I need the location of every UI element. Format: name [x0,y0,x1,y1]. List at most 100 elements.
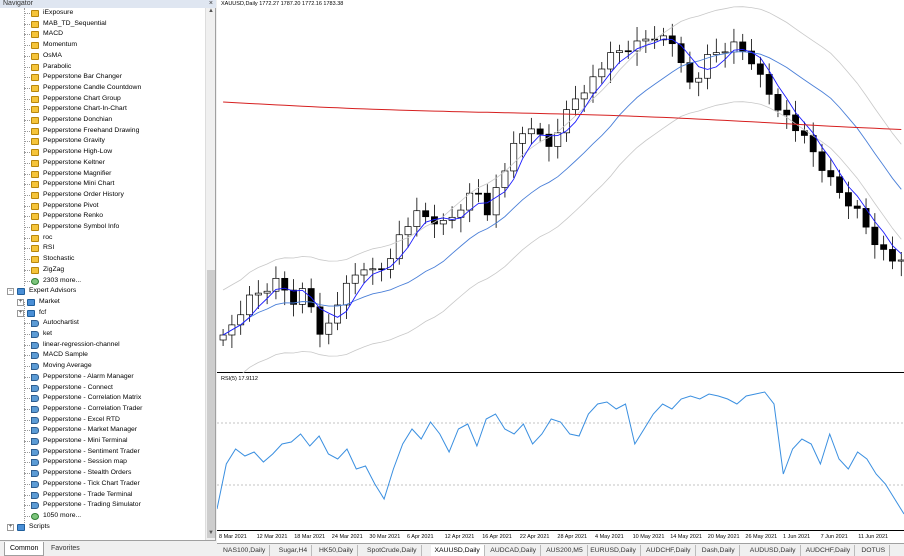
navigator-item[interactable]: Pepperstone Magnifier [0,169,205,180]
symbol-tab[interactable]: AUS200,M5 [542,545,588,556]
tree-guide-line [24,141,30,143]
indicator-icon [31,127,39,135]
symbol-tab[interactable]: SpotCrude,Daily [363,545,422,556]
navigator-item[interactable]: Pepperstone Bar Changer [0,72,205,83]
symbol-tab[interactable]: Dash,Daily [698,545,740,556]
navigator-item[interactable]: Pepperstone Symbol Info [0,222,205,233]
navigator-item[interactable]: Pepperstone Mini Chart [0,179,205,190]
symbol-tab[interactable]: AUDCHF,Daily [642,545,696,556]
navigator-item[interactable]: Pepperstone Keltner [0,158,205,169]
scrollbar-thumb[interactable] [207,270,215,538]
navigator-scrollbar[interactable]: ▲ ▼ [205,8,215,540]
navigator-item[interactable]: Pepperstone Freehand Drawing [0,126,205,137]
symbol-tab[interactable]: XAUUSD,Daily [430,545,485,556]
navigator-item[interactable]: MACD Sample [0,350,205,361]
symbol-tab[interactable]: DOTUS [857,545,891,556]
candle-body [871,226,879,246]
navigator-item[interactable]: Pepperstone - Mini Terminal [0,436,205,447]
folder-icon [27,298,35,306]
navigator-item[interactable]: Pepperstone - Alarm Manager [0,372,205,383]
expand-icon[interactable]: + [17,309,24,317]
price-chart-canvas[interactable] [217,0,904,386]
navigator-item[interactable]: 1050 more... [0,511,205,522]
candle-body [686,62,694,83]
navigator-item[interactable]: OsMA [0,51,205,62]
symbol-tab[interactable]: NAS100,Daily [219,545,271,556]
indicator-icon [31,31,39,39]
navigator-item[interactable]: Pepperstone - Excel RTD [0,415,205,426]
tree-guide-line [24,462,30,464]
navigator-item[interactable]: Pepperstone - Tick Chart Trader [0,479,205,490]
close-icon[interactable]: × [208,0,213,7]
navigator-item[interactable]: Pepperstone Chart Group [0,94,205,105]
navigator-item[interactable]: Pepperstone - Stealth Orders [0,468,205,479]
navigator-item[interactable]: Pepperstone - Session map [0,457,205,468]
folder-icon [17,288,25,296]
candle-body [545,133,553,147]
symbol-tab[interactable]: Sugar,H4 [275,545,313,556]
date-tick-label: 24 Mar 2021 [331,534,363,540]
navigator-item[interactable]: roc [0,233,205,244]
tab-common[interactable]: Common [4,542,45,556]
symbol-tab[interactable]: HK50,Daily [315,545,358,556]
tab-favorites[interactable]: Favorites [51,545,80,552]
navigator-item[interactable]: Parabolic [0,62,205,73]
expert-icon [31,405,39,413]
tree-guide-line [24,355,30,357]
navigator-item[interactable]: Stochastic [0,254,205,265]
navigator-item[interactable]: + fcf [0,308,205,319]
date-tick-label: 22 Apr 2021 [519,534,550,540]
indicator-icon [31,84,39,92]
navigator-item[interactable]: Pepperstone - Sentiment Trader [0,447,205,458]
candle-body [827,170,835,178]
navigator-item[interactable]: Pepperstone Order History [0,190,205,201]
navigator-item[interactable]: Pepperstone Renko [0,211,205,222]
navigator-item[interactable]: linear-regression-channel [0,340,205,351]
rsi-chart-canvas[interactable] [216,374,904,530]
navigator-item[interactable]: Pepperstone - Market Manager [0,425,205,436]
navigator-item[interactable]: ZigZag [0,265,205,276]
navigator-item-label: Pepperstone Symbol Info [43,223,120,230]
expand-icon[interactable]: + [7,523,14,531]
navigator-item[interactable]: − Expert Advisors [0,286,205,297]
rsi-indicator-panel[interactable]: RSI(5) 17.9112 [216,374,904,530]
expert-icon [31,416,39,424]
symbol-tab[interactable]: AUDCAD,Daily [486,545,541,556]
expert-icon [31,470,39,478]
chart-window[interactable]: XAUUSD,Daily 1772.27 1787.20 1772.16 178… [216,0,904,543]
navigator-item[interactable]: Pepperstone - Correlation Trader [0,404,205,415]
scroll-down-icon[interactable]: ▼ [208,530,214,536]
symbol-tab[interactable]: AUDUSD,Daily [746,545,801,556]
scroll-up-icon[interactable]: ▲ [208,8,214,14]
navigator-item[interactable]: RSI [0,243,205,254]
navigator-item[interactable]: Pepperstone - Trading Simulator [0,500,205,511]
navigator-item[interactable]: Momentum [0,40,205,51]
navigator-item[interactable]: ket [0,329,205,340]
navigator-item[interactable]: Pepperstone Donchian [0,115,205,126]
navigator-item[interactable]: 2303 more... [0,276,205,287]
indicator-icon [31,256,39,264]
navigator-item[interactable]: Pepperstone Gravity [0,136,205,147]
navigator-item[interactable]: iExposure [0,8,205,19]
navigator-item[interactable]: Pepperstone - Connect [0,383,205,394]
navigator-item[interactable]: Pepperstone Chart-In-Chart [0,104,205,115]
navigator-item[interactable]: Pepperstone High-Low [0,147,205,158]
navigator-item[interactable]: Autochartist [0,318,205,329]
navigator-item[interactable]: + Market [0,297,205,308]
symbol-tab[interactable]: EURUSD,Daily [586,545,641,556]
collapse-icon[interactable]: − [7,288,14,296]
navigator-item[interactable]: Pepperstone Pivot [0,201,205,212]
navigator-item[interactable]: MAB_TD_Sequential [0,19,205,30]
navigator-item[interactable]: MACD [0,29,205,40]
navigator-item[interactable]: + Scripts [0,522,205,533]
navigator-item[interactable]: Pepperstone Candle Countdown [0,83,205,94]
tree-guide-line [24,376,30,378]
expand-icon[interactable]: + [17,298,24,306]
navigator-item[interactable]: Pepperstone - Correlation Matrix [0,393,205,404]
navigator-item[interactable]: Pepperstone - Trade Terminal [0,490,205,501]
navigator-item-label: Pepperstone - Correlation Trader [43,404,143,412]
symbol-tab[interactable]: AUDCHF,Daily [802,545,856,556]
navigator-item[interactable]: Moving Average [0,361,205,372]
price-chart-panel[interactable]: XAUUSD,Daily 1772.27 1787.20 1772.16 178… [217,0,904,386]
date-tick-label: 14 May 2021 [670,534,702,540]
